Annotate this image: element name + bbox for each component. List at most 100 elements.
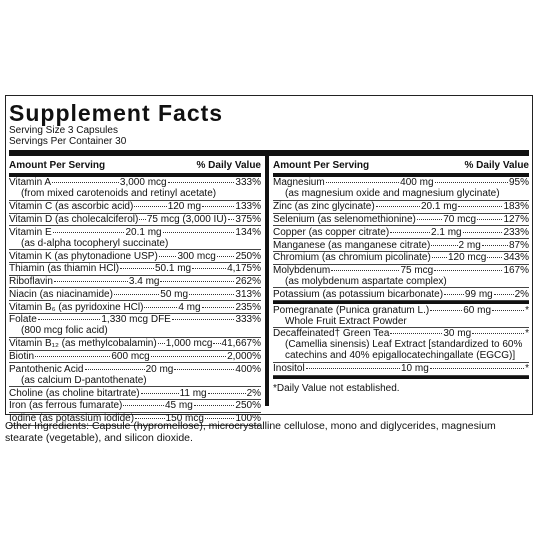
supplement-facts: Supplement Facts Serving Size 3 Capsules… xyxy=(5,95,533,426)
leader xyxy=(84,368,145,370)
row-line: Pomegranate (Punica granatum L.) 60 mg * xyxy=(273,305,529,316)
row-line: Niacin (as niacinamide) 50 mg 313% xyxy=(9,289,261,300)
leader xyxy=(53,281,128,283)
amount: 10 mg xyxy=(401,363,429,375)
nutrient-name: Manganese (as manganese citrate) xyxy=(273,239,431,251)
leader xyxy=(162,231,235,233)
leader xyxy=(429,368,525,370)
nutrient-row: Riboflavin 3.4 mg 262% xyxy=(9,276,261,289)
leader xyxy=(157,343,165,345)
amount: 2 mg xyxy=(458,239,481,251)
leader xyxy=(207,392,246,394)
leader xyxy=(472,333,525,335)
leader xyxy=(431,257,447,259)
nutrient-name: Molybdenum xyxy=(273,265,331,277)
nutrient-name: Biotin xyxy=(9,350,35,362)
leader xyxy=(227,218,235,220)
leader xyxy=(481,244,508,246)
nutrient-row: Choline (as choline bitartrate) 11 mg 2% xyxy=(9,387,261,400)
row-line: Copper (as copper citrate) 2.1 mg 233% xyxy=(273,227,529,238)
amount: 300 mcg xyxy=(177,250,216,262)
daily-value: 343% xyxy=(503,252,530,264)
leader xyxy=(171,319,235,321)
amount: 2.1 mg xyxy=(431,226,462,238)
nutrient-row: Vitamin B₁₂ (as methylcobalamin) 1,000 mc… xyxy=(9,338,261,351)
leader xyxy=(375,206,420,208)
row-line: Folate 1,330 mcg DFE 333% xyxy=(9,314,261,325)
daily-value: 4,175% xyxy=(227,263,261,275)
row-line: Vitamin B₆ (as pyridoxine HCl) 4 mg 235% xyxy=(9,302,261,313)
daily-value: 167% xyxy=(503,265,530,277)
nutrient-name: Vitamin D (as cholecalciferol) xyxy=(9,213,139,225)
left-column: Amount Per Serving % Daily Value Vitamin… xyxy=(9,156,269,426)
dv-header: % Daily Value xyxy=(464,160,529,171)
leader xyxy=(140,392,179,394)
amount-header: Amount Per Serving xyxy=(9,160,106,171)
daily-value: 250% xyxy=(235,400,261,412)
daily-value: 127% xyxy=(503,213,530,225)
nutrient-name: Magnesium xyxy=(273,177,325,189)
nutrient-row: Vitamin D (as cholecalciferol) 75 mcg (3,… xyxy=(9,214,261,227)
column-header: Amount Per Serving % Daily Value xyxy=(273,156,529,177)
leader xyxy=(444,293,464,295)
leader xyxy=(134,206,167,208)
row-line: Zinc (as zinc glycinate) 20.1 mg 183% xyxy=(273,201,529,212)
serving-size: Serving Size 3 Capsules xyxy=(9,125,118,136)
row-line: Vitamin A 3,000 mcg 333% xyxy=(9,177,261,188)
nutrient-row: Manganese (as manganese citrate) 2 mg 87% xyxy=(273,239,529,252)
daily-value: 235% xyxy=(235,301,262,313)
leader xyxy=(189,293,235,295)
leader xyxy=(487,257,503,259)
daily-value: 100% xyxy=(235,413,262,425)
section-rule xyxy=(273,375,529,379)
leader xyxy=(492,309,525,311)
nutrient-name: Niacin (as niacinamide) xyxy=(9,288,113,300)
row-line: Vitamin E 20.1 mg 134% xyxy=(9,227,261,238)
row-line: Iodine (as potassium iodide) 150 mcg 100% xyxy=(9,413,261,424)
nutrient-row: Inositol 10 mg * xyxy=(273,363,529,376)
row-line: Potassium (as potassium bicarbonate) 99 m… xyxy=(273,289,529,300)
nutrient-name: Vitamin C (as ascorbic acid) xyxy=(9,201,134,213)
nutrient-row: Selenium (as selenomethionine) 70 mcg 127% xyxy=(273,214,529,227)
nutrient-row: Chromium (as chromium picolinate) 120 mcg… xyxy=(273,252,529,265)
leader xyxy=(458,206,503,208)
leader xyxy=(160,281,235,283)
amount: 20.1 mg xyxy=(125,226,162,238)
leader xyxy=(135,418,165,420)
dv-header: % Daily Value xyxy=(196,160,261,171)
daily-value: 2% xyxy=(514,288,530,300)
nutrient-name: Pantothenic Acid xyxy=(9,363,84,375)
amount: 20.1 mg xyxy=(421,201,458,213)
amount: 75 mcg xyxy=(400,265,434,277)
leader xyxy=(430,309,463,311)
leader xyxy=(202,206,235,208)
nutrient-name: Riboflavin xyxy=(9,276,53,288)
row-line: Vitamin K (as phytonadione USP) 300 mcg 25… xyxy=(9,251,261,262)
nutrient-name: Vitamin B₁₂ (as methylcobalamin) xyxy=(9,338,157,350)
row-line: Biotin 600 mcg 2,000% xyxy=(9,351,261,362)
leader xyxy=(462,231,503,233)
leader xyxy=(204,418,235,420)
amount: 75 mcg (3,000 IU) xyxy=(146,213,227,225)
amount: 120 mg xyxy=(167,201,202,213)
nutrient-row: Thiamin (as thiamin HCl) 50.1 mg 4,175% xyxy=(9,263,261,276)
leader xyxy=(52,231,125,233)
daily-value: 133% xyxy=(235,201,261,213)
amount: 50 mg xyxy=(160,288,189,300)
daily-value: * xyxy=(525,363,530,375)
nutrient-row: Iron (as ferrous fumarate) 45 mg 250% xyxy=(9,400,261,413)
servings-per-container: Servings Per Container 30 xyxy=(9,135,127,147)
nutrient-note: (as calcium D-pantothenate) xyxy=(21,374,147,386)
nutrient-row: Vitamin C (as ascorbic acid) 120 mg 133% xyxy=(9,201,261,214)
nutrient-row: Zinc (as zinc glycinate) 20.1 mg 183% xyxy=(273,201,529,214)
daily-value: 183% xyxy=(503,201,530,213)
nutrient-name: Decaffeinated† Green Tea xyxy=(273,328,390,340)
amount: 50.1 mg xyxy=(154,263,192,275)
right-column: Amount Per Serving % Daily Value Magnesi… xyxy=(269,156,529,406)
leader xyxy=(158,255,177,257)
leader xyxy=(331,270,400,272)
amount: 11 mg xyxy=(179,387,207,399)
nutrient-row: Molybdenum 75 mcg 167% (as molybdenum aspar… xyxy=(273,265,529,289)
title: Supplement Facts xyxy=(9,100,224,126)
